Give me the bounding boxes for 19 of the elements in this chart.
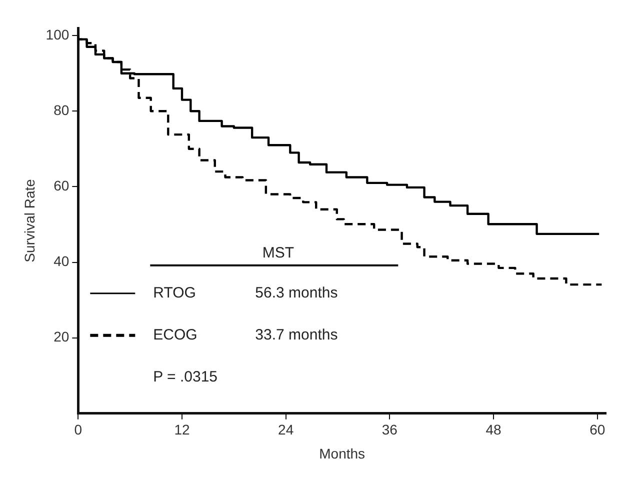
x-tick-label: 24 xyxy=(278,422,294,438)
x-tick-label: 48 xyxy=(486,422,502,438)
legend-label: ECOG xyxy=(153,326,198,344)
y-tick-label: 100 xyxy=(46,26,70,42)
x-tick-label: 60 xyxy=(590,422,606,438)
y-tick-label: 60 xyxy=(54,178,70,194)
annotation: 56.3 months xyxy=(255,284,338,302)
y-tick-label: 40 xyxy=(54,253,70,270)
annotation: 33.7 months xyxy=(255,326,338,344)
annotation: MST xyxy=(262,244,294,262)
y-tick-label: 80 xyxy=(54,102,70,118)
y-axis-title: Survival Rate xyxy=(21,178,38,262)
x-tick-label: 12 xyxy=(174,422,190,438)
annotation: P = .0315 xyxy=(153,368,218,386)
legend-label: RTOG xyxy=(153,284,196,302)
y-tick-label: 20 xyxy=(54,328,70,345)
x-tick-label: 0 xyxy=(74,422,82,438)
x-axis-title: Months xyxy=(319,445,366,462)
x-tick-label: 36 xyxy=(382,422,398,438)
